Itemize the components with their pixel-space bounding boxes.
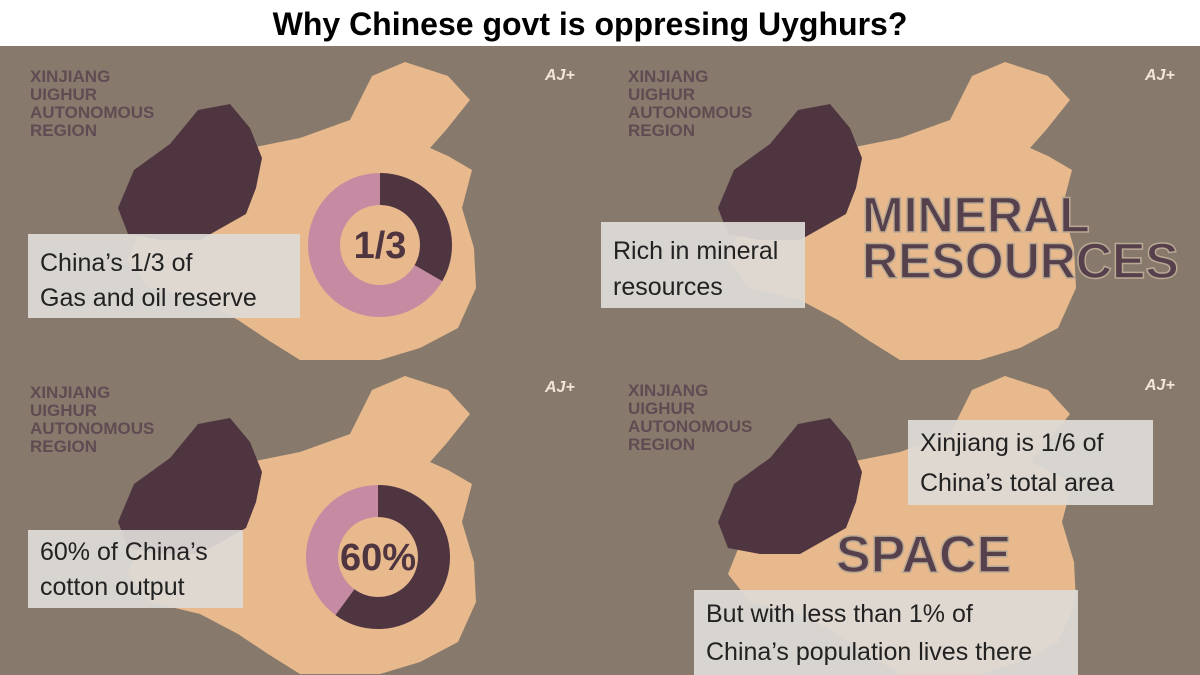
caption: Xinjiang is 1/6 of	[920, 429, 1104, 457]
caption-box	[28, 530, 243, 608]
region-label: AUTONOMOUS	[30, 103, 154, 122]
caption: cotton output	[40, 573, 185, 601]
region-label: AUTONOMOUS	[628, 417, 752, 436]
caption-box	[694, 590, 1078, 675]
region-label: XINJIANG	[30, 383, 110, 402]
region-label: REGION	[628, 121, 695, 140]
region-label: REGION	[628, 435, 695, 454]
caption: China’s total area	[920, 469, 1114, 497]
panel: XINJIANG UIGHUR AUTONOMOUS REGION AJ+ SP…	[628, 376, 1175, 675]
region-label: REGION	[30, 437, 97, 456]
region-label: XINJIANG	[628, 67, 708, 86]
panel: XINJIANG UIGHUR AUTONOMOUS REGION AJ+ MI…	[600, 62, 1179, 360]
panel: XINJIANG UIGHUR AUTONOMOUS REGION AJ+ 60…	[28, 376, 575, 674]
region-label: XINJIANG	[628, 381, 708, 400]
region-label: AUTONOMOUS	[30, 419, 154, 438]
region-label: UIGHUR	[628, 399, 695, 418]
region-label: AUTONOMOUS	[628, 103, 752, 122]
big-text: SPACE	[836, 526, 1011, 584]
caption: But with less than 1% of	[706, 600, 973, 628]
caption: China’s population lives there	[706, 638, 1032, 666]
caption: Rich in mineral	[613, 237, 778, 265]
panel: XINJIANG UIGHUR AUTONOMOUS REGION AJ+ 1/…	[28, 62, 575, 360]
caption: 60% of China’s	[40, 538, 208, 566]
title: Why Chinese govt is oppresing Uyghurs?	[273, 6, 908, 42]
caption: resources	[613, 273, 723, 301]
donut	[308, 173, 452, 317]
caption-box	[28, 234, 300, 318]
region-label: UIGHUR	[30, 401, 97, 420]
donut-label: 1/3	[354, 225, 407, 267]
big-text: MINERAL	[862, 187, 1090, 243]
caption-box	[600, 222, 805, 308]
big-text: RESOURCES	[862, 233, 1179, 289]
caption: Gas and oil reserve	[40, 284, 257, 312]
region-label: UIGHUR	[30, 85, 97, 104]
region-label: REGION	[30, 121, 97, 140]
region-label: UIGHUR	[628, 85, 695, 104]
logo: AJ+	[544, 379, 575, 396]
caption-box	[908, 420, 1153, 505]
logo: AJ+	[1144, 67, 1175, 84]
logo: AJ+	[544, 67, 575, 84]
logo: AJ+	[1144, 377, 1175, 394]
caption: China’s 1/3 of	[40, 249, 192, 277]
donut-label: 60%	[340, 537, 416, 579]
donut	[306, 485, 450, 629]
region-label: XINJIANG	[30, 67, 110, 86]
